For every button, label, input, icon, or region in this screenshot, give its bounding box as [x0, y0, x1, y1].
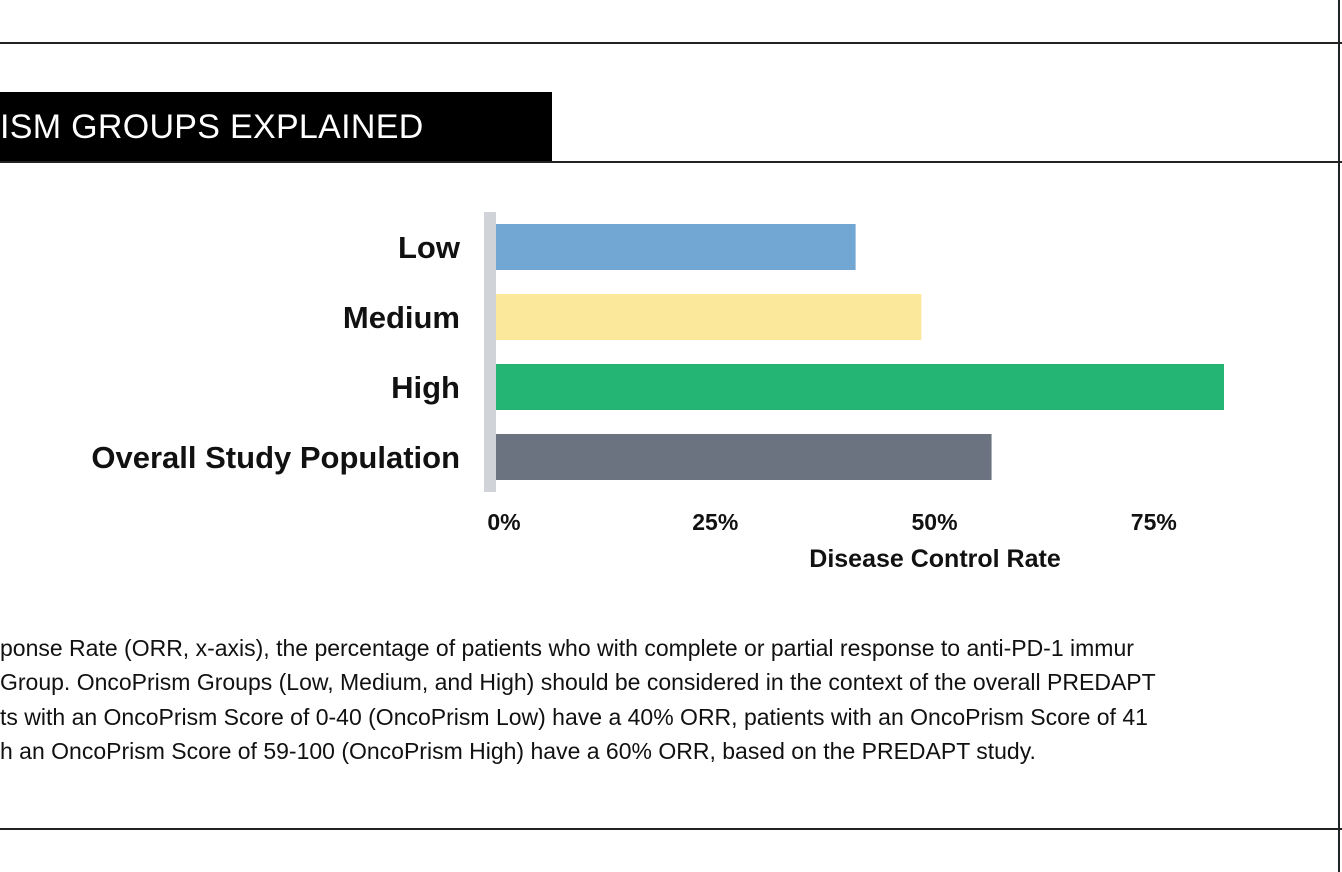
section-title-banner: ISM GROUPS EXPLAINED [0, 92, 552, 162]
chart-caption: ponse Rate (ORR, x-axis), the percentage… [0, 630, 1342, 770]
caption-line-3: ts with an OncoPrism Score of 0-40 (Onco… [0, 704, 1148, 730]
category-label: Medium [343, 300, 460, 335]
caption-line-4: h an OncoPrism Score of 59-100 (OncoPris… [0, 738, 1036, 764]
y-axis-line [484, 212, 496, 492]
x-tick-label: 25% [692, 509, 738, 535]
top-divider [0, 42, 1342, 44]
category-label: Overall Study Population [91, 440, 460, 475]
x-tick-label: 0% [487, 509, 520, 535]
right-frame-edge [1338, 0, 1340, 872]
bar-high [496, 364, 1224, 410]
category-label: High [391, 370, 460, 405]
x-axis-label: Disease Control Rate [809, 545, 1061, 573]
caption-line-2: Group. OncoPrism Groups (Low, Medium, an… [0, 669, 1156, 695]
disease-control-rate-bar-chart: Low Medium High Overall Study Population 0% 2… [91, 212, 1224, 573]
x-tick-label: 50% [912, 509, 958, 535]
section-title: ISM GROUPS EXPLAINED [0, 108, 424, 146]
bar-medium [496, 294, 922, 340]
x-tick-label: 75% [1131, 509, 1177, 535]
title-underline-divider [0, 161, 1342, 163]
bar-overall-study-population [496, 434, 992, 480]
category-label: Low [398, 230, 461, 265]
bottom-divider [0, 828, 1342, 830]
caption-line-1: ponse Rate (ORR, x-axis), the percentage… [0, 635, 1134, 661]
bar-low [496, 224, 856, 270]
